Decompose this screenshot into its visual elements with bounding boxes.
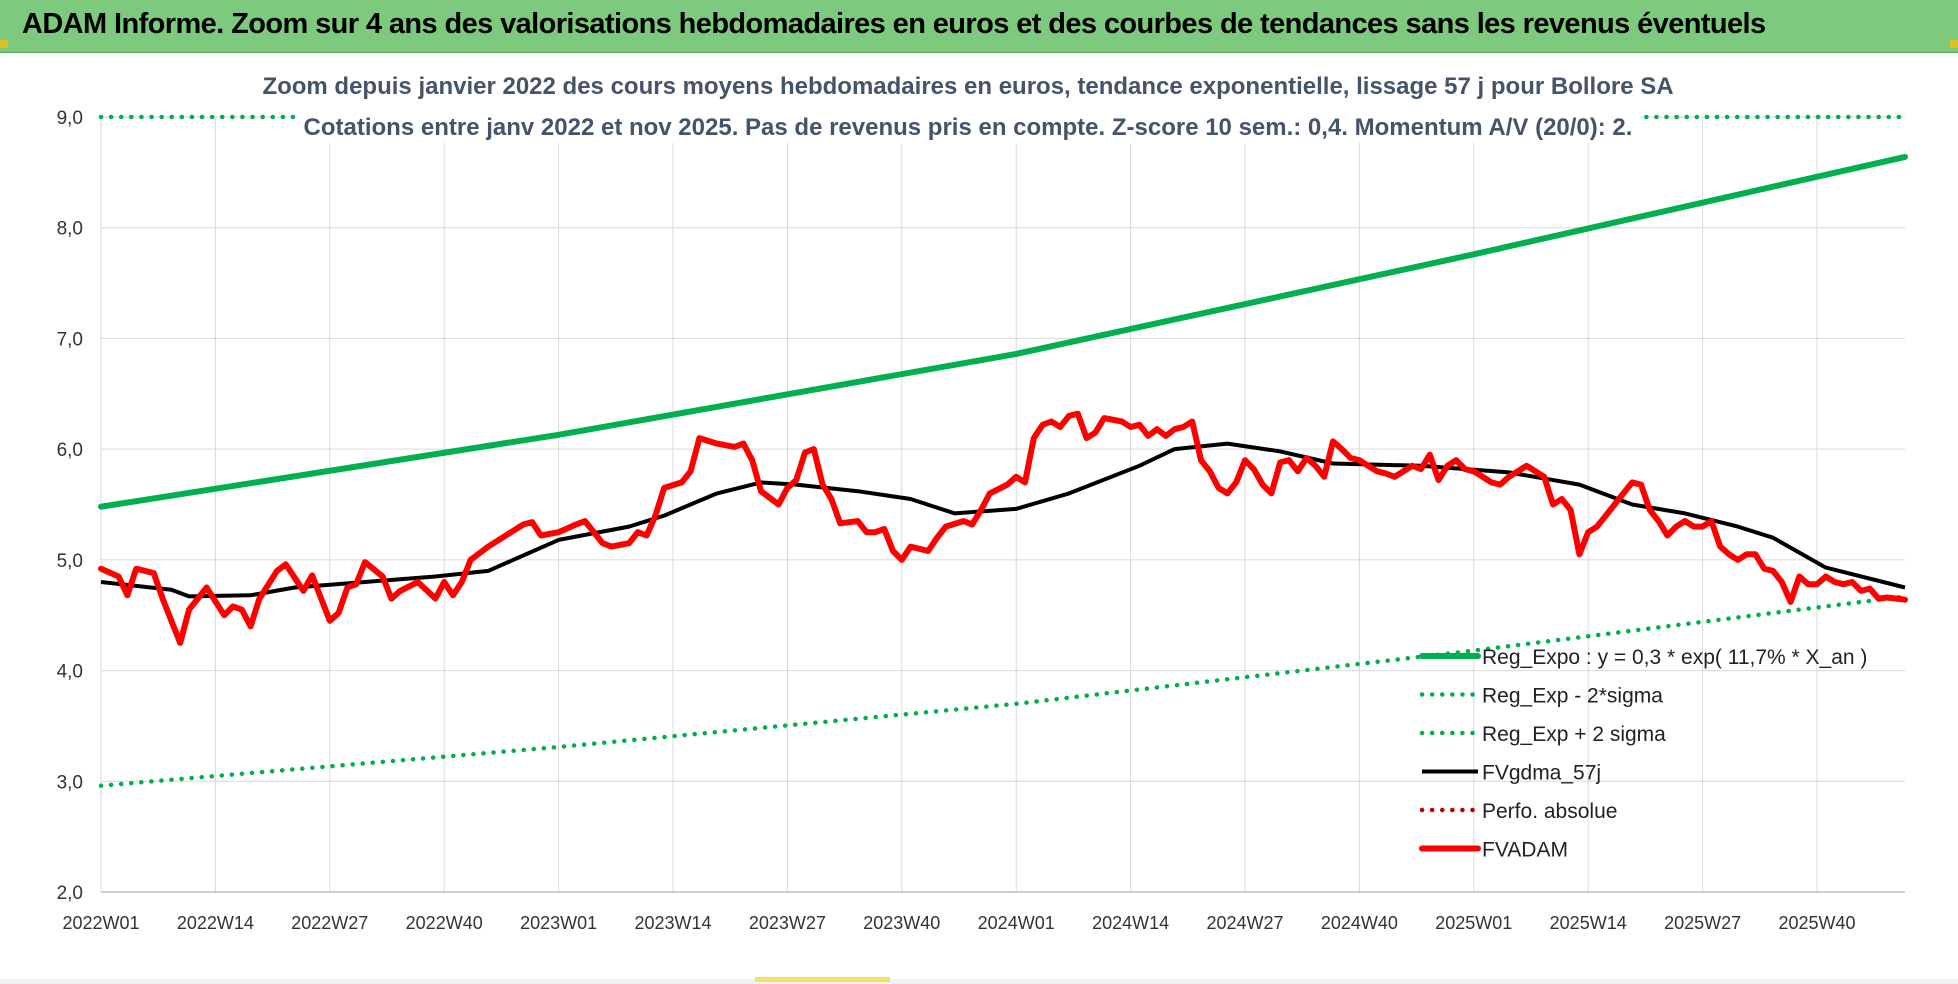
x-tick-label: 2025W27 — [1664, 913, 1741, 933]
series-line-fvgdma-57j — [100, 441, 1906, 599]
x-tick-label: 2023W27 — [749, 913, 826, 933]
grid-lines — [100, 116, 1905, 892]
series-line-fvadam — [98, 410, 1908, 646]
header-banner: ADAM Informe. Zoom sur 4 ans des valoris… — [0, 0, 1958, 53]
x-tick-label: 2022W27 — [291, 913, 368, 933]
x-tick-label: 2024W27 — [1206, 913, 1283, 933]
top-left-corner-mark — [0, 40, 8, 48]
legend-label-fvgdma-57j: FVgdma_57j — [1482, 762, 1601, 785]
x-tick-label: 2022W14 — [177, 913, 254, 933]
y-tick-label: 5,0 — [57, 551, 83, 572]
chart-subtitle: Cotations entre janv 2022 et nov 2025. P… — [304, 114, 1633, 141]
legend-label-fvadam: FVADAM — [1482, 839, 1568, 862]
x-tick-label: 2022W01 — [62, 913, 139, 933]
y-tick-label: 4,0 — [57, 662, 83, 683]
legend-label-perfo-absolue: Perfo. absolue — [1482, 800, 1617, 823]
legend: Reg_Expo : y = 0,3 * exp( 11,7% * X_an )… — [1419, 646, 1867, 862]
x-tick-label: 2024W01 — [978, 913, 1055, 933]
y-tick-label: 2,0 — [57, 883, 83, 904]
axes: 2,0 3,0 4,0 5,0 6,0 7,0 8,0 9,0 2022W01 2022W14 20… — [57, 108, 1905, 933]
y-tick-label: 3,0 — [57, 772, 83, 793]
legend-label-reg-exp-2-sigma: Reg_Exp + 2 sigma — [1482, 723, 1666, 746]
title-backdrop — [254, 71, 1682, 102]
legend-label-reg-exp-2-sigma: Reg_Exp - 2*sigma — [1482, 685, 1663, 708]
x-tick-label: 2024W14 — [1092, 913, 1169, 933]
x-tick-label: 2023W01 — [520, 913, 597, 933]
x-tick-label: 2022W40 — [406, 913, 483, 933]
legend-label-reg-expo-y-0-3-exp-11-7-x-an: Reg_Expo : y = 0,3 * exp( 11,7% * X_an ) — [1482, 646, 1867, 669]
x-tick-label: 2025W01 — [1435, 913, 1512, 933]
y-tick-label: 8,0 — [57, 219, 83, 240]
x-tick-label: 2023W40 — [863, 913, 940, 933]
top-right-corner-mark — [1950, 40, 1958, 48]
series-line-reg-expo-y-0-3-exp-11-7-x-an — [98, 153, 1908, 510]
chart: 2,0 3,0 4,0 5,0 6,0 7,0 8,0 9,0 2022W01 2022W14 20… — [57, 71, 1908, 933]
page-title: ADAM Informe. Zoom sur 4 ans des valoris… — [22, 8, 1766, 40]
x-tick-label: 2023W14 — [634, 913, 711, 933]
bottom-border — [0, 979, 1958, 984]
series-line-reg-exp-2-sigma — [98, 594, 1908, 788]
x-tick-label: 2024W40 — [1321, 913, 1398, 933]
x-tick-label: 2025W14 — [1550, 913, 1627, 933]
x-tick-label: 2025W40 — [1778, 913, 1855, 933]
bottom-selection-mark — [755, 977, 890, 982]
chart-title: Zoom depuis janvier 2022 des cours moyen… — [262, 73, 1673, 100]
y-tick-label: 6,0 — [57, 440, 83, 461]
title-backdrop — [295, 112, 1641, 143]
y-tick-label: 7,0 — [57, 329, 83, 350]
y-tick-label: 9,0 — [57, 108, 83, 129]
